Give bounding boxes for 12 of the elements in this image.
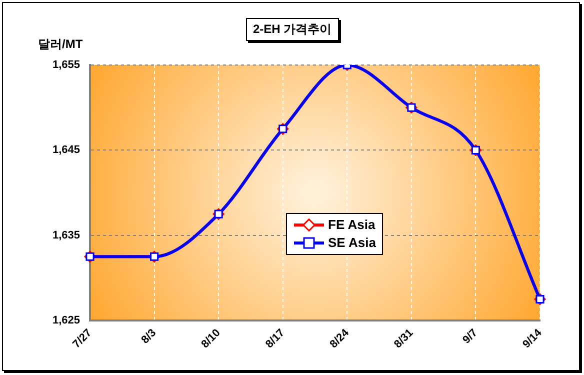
chart-title: 2-EH 가격추이 [246,18,339,41]
x-tick-label: 8/31 [392,326,416,351]
legend-label: FE Asia [328,216,376,234]
x-tick-label: 8/3 [139,326,159,346]
y-tick-label: 1,635 [52,229,80,242]
y-tick-label: 1,655 [52,59,80,72]
y-axis-title: 달러/MT [38,36,83,53]
legend-label: SE Asia [328,234,376,252]
x-tick-label: 9/7 [460,326,480,346]
y-tick-label: 1,625 [52,314,80,327]
y-tick-label: 1,645 [52,144,80,156]
x-tick-label: 8/10 [199,326,223,351]
